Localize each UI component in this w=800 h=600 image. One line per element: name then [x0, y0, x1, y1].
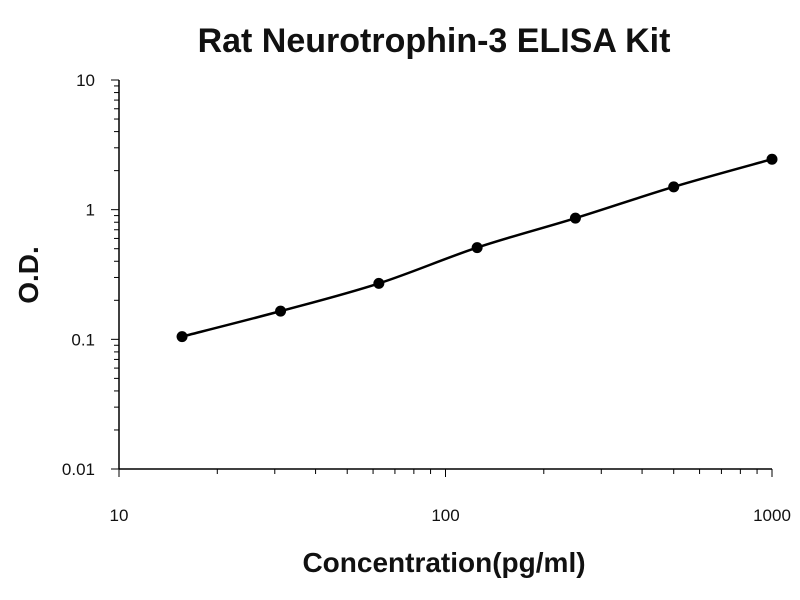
- plot-area: 0.01 0.1 1 10 10 100 1000: [62, 71, 791, 525]
- x-tick-label: 10: [110, 506, 129, 525]
- data-point: [471, 242, 483, 254]
- y-axis-label: O.D.: [13, 246, 44, 304]
- y-tick-label: 1: [86, 201, 95, 220]
- x-tick-label: 100: [431, 506, 459, 525]
- y-tick-label: 0.01: [62, 460, 95, 479]
- data-point: [176, 331, 188, 343]
- x-axis-label: Concentration(pg/ml): [302, 547, 585, 578]
- data-point: [569, 212, 581, 224]
- data-point: [766, 153, 778, 165]
- x-tick-label: 1000: [753, 506, 791, 525]
- data-point: [373, 277, 385, 289]
- y-tick-label: 10: [76, 71, 95, 90]
- y-tick-label: 0.1: [71, 330, 95, 349]
- data-point: [668, 181, 680, 193]
- chart-title: Rat Neurotrophin-3 ELISA Kit: [198, 22, 671, 60]
- data-point: [275, 305, 287, 317]
